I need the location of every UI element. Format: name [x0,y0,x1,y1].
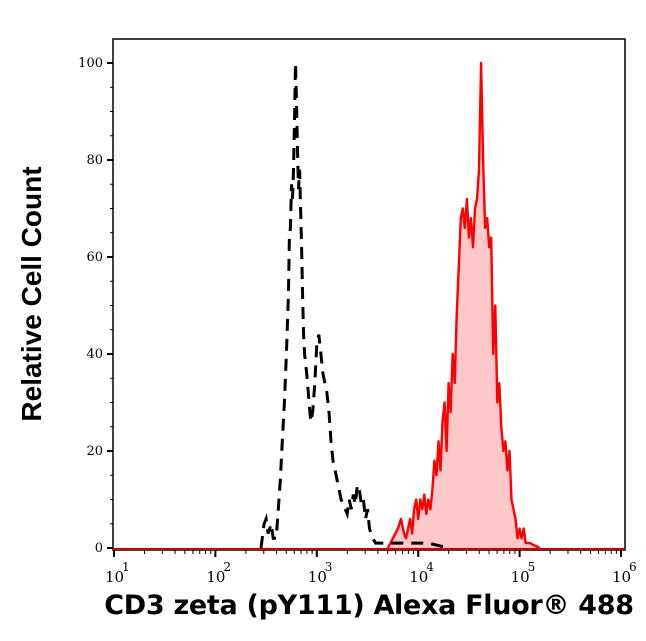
y-axis-ticks: 0 20 40 60 80 100 [78,56,113,556]
x-tick-label: 10 [206,568,225,586]
stained-histogram-fill [387,63,540,548]
x-tick-label: 10 [308,568,327,586]
x-tick-exponent: 2 [223,560,231,574]
plot-frame [112,38,626,551]
x-tick-exponent: 1 [122,560,130,574]
y-tick-label: 40 [86,347,103,362]
x-tick-exponent: 3 [325,560,333,574]
x-tick-exponent: 6 [629,560,637,574]
y-tick-label: 0 [95,541,103,556]
x-tick-label: 10 [105,568,124,586]
x-tick-exponent: 5 [528,560,536,574]
x-tick-label: 10 [511,568,530,586]
x-tick-exponent: 4 [426,560,434,574]
y-axis-label: Relative Cell Count [16,166,47,422]
y-tick-label: 20 [86,444,103,459]
control-histogram-dashed-line [259,62,449,550]
y-tick-label: 80 [86,153,103,168]
x-axis-label: CD3 zeta (pY111) Alexa Fluor® 488 [104,590,634,621]
x-tick-label: 10 [409,568,428,586]
y-tick-label: 100 [78,56,103,71]
x-tick-label: 10 [612,568,631,586]
y-tick-label: 60 [86,250,103,265]
stained-histogram-line [386,61,541,550]
